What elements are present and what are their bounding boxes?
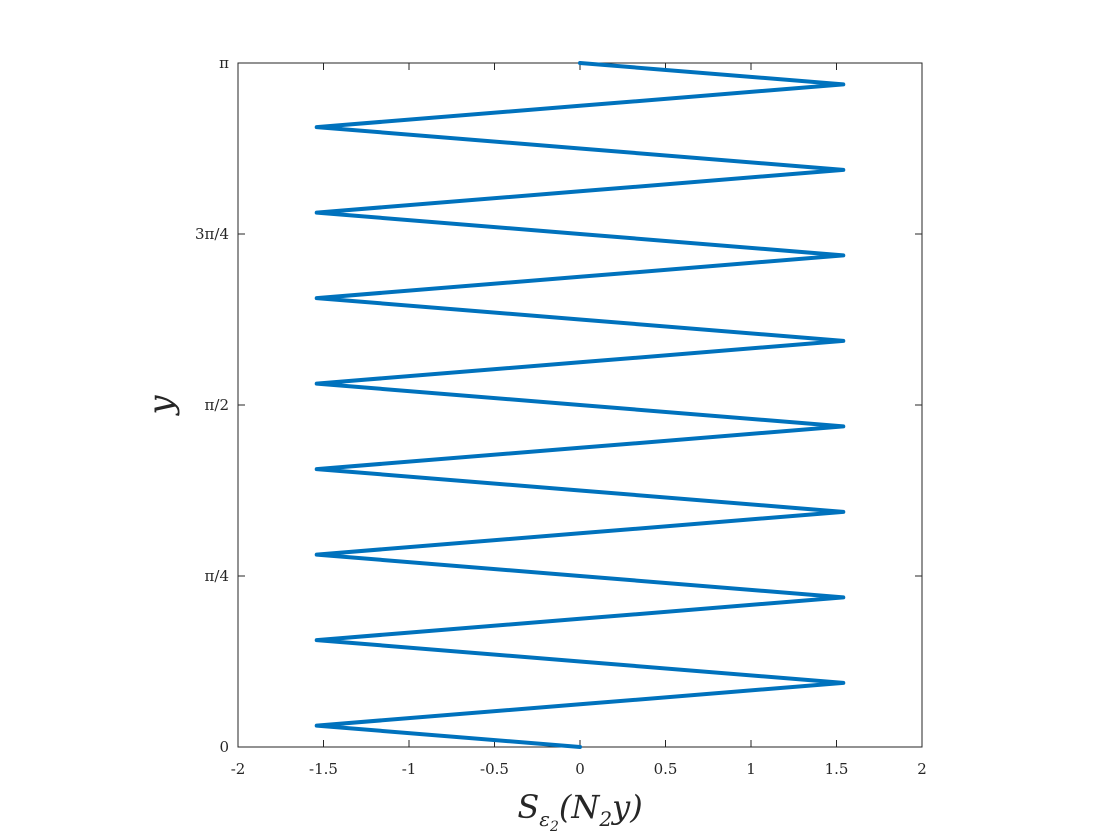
- x-tick-label: -1: [402, 760, 417, 778]
- y-tick-label: π/4: [205, 567, 229, 585]
- x-tick-label: 1: [746, 760, 756, 778]
- y-tick-label: 3π/4: [195, 225, 229, 243]
- series-group: [314, 61, 846, 749]
- y-axis-tick-labels: 0 π/4 π/2 3π/4 π: [195, 54, 229, 756]
- series-line: [314, 61, 846, 749]
- x-tick-label: 0: [575, 760, 585, 778]
- x-axis-tick-labels: -2 -1.5 -1 -0.5 0 0.5 1 1.5 2: [231, 760, 927, 778]
- x-axis-label: Sε2(N2y): [517, 788, 642, 835]
- x-tick-label: -1.5: [309, 760, 338, 778]
- y-axis-label: y: [141, 395, 181, 417]
- x-tick-label: 2: [917, 760, 927, 778]
- y-tick-label: π: [219, 54, 229, 72]
- y-axis-ticks: [238, 62, 922, 748]
- x-tick-label: 0.5: [654, 760, 678, 778]
- x-tick-label: 1.5: [825, 760, 849, 778]
- y-tick-label: π/2: [205, 396, 229, 414]
- x-tick-label: -0.5: [480, 760, 509, 778]
- x-tick-label: -2: [231, 760, 246, 778]
- y-tick-label: 0: [219, 738, 229, 756]
